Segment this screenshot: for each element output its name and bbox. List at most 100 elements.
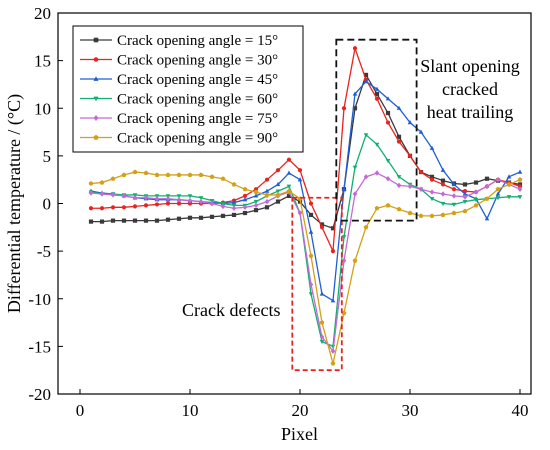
data-point (341, 257, 347, 264)
data-point (297, 168, 303, 173)
legend-label: Crack opening angle = 15° (117, 33, 278, 49)
data-point (396, 105, 402, 110)
data-point (374, 170, 380, 176)
data-point (165, 196, 171, 202)
y-tick-label: 5 (43, 147, 52, 166)
data-point (176, 216, 182, 221)
data-point (121, 172, 127, 177)
data-point (319, 334, 325, 340)
data-point (517, 177, 523, 182)
data-point (253, 202, 259, 209)
data-point (286, 170, 292, 175)
data-point (187, 201, 193, 206)
series-layer (88, 45, 523, 366)
data-point (308, 201, 314, 206)
data-point (132, 218, 138, 223)
series-6 (88, 169, 523, 366)
data-point (209, 200, 215, 207)
data-point (242, 186, 248, 192)
data-point (176, 201, 182, 206)
data-point (396, 175, 402, 180)
data-point (374, 142, 380, 147)
data-point (319, 339, 325, 345)
data-point (154, 196, 160, 202)
series-line-6 (90, 171, 521, 364)
data-point (253, 187, 259, 192)
x-axis-label: Pixel (281, 424, 318, 444)
data-point (385, 96, 391, 101)
slant-opening-label-line: Slant opening (420, 56, 520, 76)
data-point (341, 106, 347, 111)
legend-label: Crack opening angle = 30° (117, 53, 278, 69)
legend-marker (93, 115, 99, 121)
data-point (440, 212, 446, 217)
data-point (286, 188, 292, 194)
data-point (209, 214, 215, 219)
y-axis-label: Differential temperature / (°C) (4, 94, 25, 313)
data-point (451, 193, 457, 199)
data-point (121, 205, 127, 210)
data-point (363, 79, 369, 84)
data-point (154, 172, 160, 177)
data-point (275, 168, 281, 173)
data-point (264, 192, 270, 197)
data-point (506, 181, 512, 187)
data-point (143, 218, 149, 223)
data-point (242, 210, 248, 216)
data-point (429, 213, 435, 218)
slant-opening-label-line: cracked (442, 79, 498, 99)
data-point (495, 176, 501, 183)
data-point (495, 196, 501, 201)
data-point (462, 191, 468, 196)
y-tick-label: 10 (34, 99, 51, 118)
data-point (418, 169, 424, 175)
data-point (462, 182, 468, 187)
data-point (451, 187, 457, 192)
data-point (473, 202, 479, 208)
data-point (462, 189, 468, 194)
data-point (286, 157, 292, 162)
y-tick-label: 15 (34, 52, 51, 71)
data-point (88, 219, 94, 224)
legend-marker (93, 37, 99, 43)
series-4 (88, 133, 523, 349)
data-point (484, 216, 490, 221)
legend-marker (93, 96, 99, 102)
data-point (242, 197, 248, 202)
data-point (198, 198, 204, 205)
data-point (132, 204, 138, 209)
data-point (297, 210, 303, 216)
series-line-3 (90, 80, 521, 302)
data-point (187, 215, 193, 220)
y-tick-label: 0 (43, 195, 52, 214)
data-point (418, 213, 424, 218)
data-point (330, 348, 336, 354)
data-point (396, 206, 402, 212)
x-tick-label: 30 (402, 401, 419, 420)
data-point (88, 206, 94, 211)
data-point (110, 205, 116, 210)
data-point (352, 106, 358, 111)
data-point (517, 195, 523, 200)
data-point (352, 165, 358, 170)
data-point (264, 188, 270, 193)
data-point (374, 86, 380, 91)
data-point (407, 120, 413, 125)
data-point (132, 169, 138, 175)
data-point (198, 196, 204, 201)
data-point (484, 183, 490, 190)
data-point (440, 201, 446, 207)
data-point (363, 72, 369, 78)
data-point (143, 203, 149, 208)
data-point (451, 202, 457, 207)
data-point (220, 213, 226, 218)
legend-item-2: Crack opening angle = 30° (80, 53, 278, 69)
data-point (319, 291, 325, 296)
legend-item-6: Crack opening angle = 90° (80, 131, 278, 147)
data-point (473, 189, 479, 195)
legend-label: Crack opening angle = 60° (117, 92, 278, 108)
data-point (385, 110, 391, 116)
data-point (451, 210, 457, 216)
data-point (506, 174, 512, 179)
